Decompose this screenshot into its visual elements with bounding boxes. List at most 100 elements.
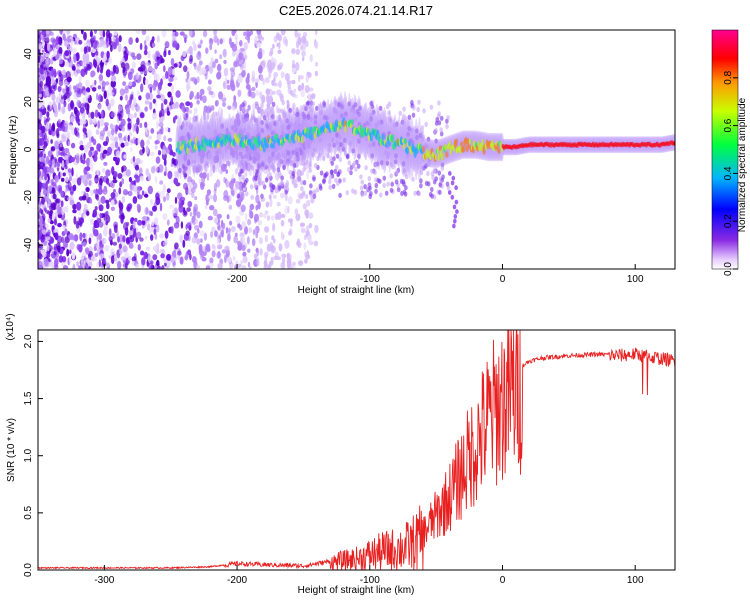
spectrogram-noise-speck [60, 200, 64, 208]
spectrogram-noise-speck [182, 111, 186, 118]
spectrogram-noise-speck [39, 138, 44, 147]
spectrogram-noise-speck [303, 242, 307, 250]
spectrogram-noise-speck [141, 219, 146, 226]
spectrogram-noise-speck [50, 146, 56, 152]
spectrogram-noise-speck [157, 88, 161, 95]
spectrogram-noise-speck [391, 164, 395, 170]
spectrogram-noise-speck [201, 175, 206, 184]
spectrogram-noise-speck [335, 140, 340, 146]
spectrogram-noise-speck [74, 39, 77, 45]
spectrogram-noise-speck [66, 30, 71, 35]
spectrogram-noise-speck [121, 165, 127, 172]
spectrogram-noise-speck [144, 207, 150, 215]
spectrogram-noise-speck [232, 159, 236, 164]
spectrogram-noise-speck [165, 70, 169, 80]
spectrogram-noise-speck [420, 129, 425, 135]
spectrogram-noise-speck [127, 71, 133, 81]
spectrogram-noise-speck [150, 166, 156, 174]
spectrogram-noise-speck [58, 91, 62, 100]
spectrogram-noise-speck [188, 122, 194, 130]
spectrogram-noise-speck [163, 135, 167, 142]
spectrogram-noise-speck [129, 242, 134, 249]
spectrogram-noise-speck [198, 178, 202, 184]
spectrogram-noise-speck [387, 101, 392, 107]
spectrogram-noise-speck [95, 129, 100, 136]
spectrogram-noise-speck [178, 204, 184, 213]
spectrogram-noise-speck [124, 252, 129, 259]
spectrogram-noise-speck [314, 40, 319, 49]
spectrogram-noise-speck [129, 146, 133, 153]
spectrogram-noise-speck [310, 93, 316, 100]
spectrogram-noise-speck [42, 252, 47, 258]
spectrogram-noise-speck [417, 99, 421, 105]
spectrogram-noise-speck [133, 253, 137, 261]
spectrogram-noise-speck [86, 258, 90, 263]
spectrogram-noise-speck [197, 44, 202, 49]
spectrogram-noise-speck [214, 117, 220, 124]
spectrogram-noise-speck [118, 132, 123, 138]
spectrogram-noise-speck [418, 133, 423, 139]
spectrogram-x-tick-label: -300 [94, 274, 114, 285]
spectrogram-noise-speck [292, 261, 296, 266]
spectrogram-noise-speck [147, 223, 151, 231]
spectrogram-noise-speck [203, 232, 208, 241]
spectrogram-noise-speck [110, 135, 115, 141]
spectrogram-noise-speck [216, 213, 222, 219]
spectrogram-noise-speck [38, 89, 42, 95]
spectrogram-noise-speck [238, 151, 243, 156]
spectrogram-noise-speck [417, 191, 422, 197]
spectrogram-noise-speck [242, 251, 247, 257]
spectrogram-noise-speck [132, 55, 137, 60]
spectrogram-noise-speck [302, 114, 307, 120]
spectrogram-noise-speck [49, 185, 52, 192]
spectrogram-noise-speck [284, 193, 288, 202]
spectrogram-noise-speck [295, 112, 299, 118]
spectrogram-noise-speck [112, 64, 117, 73]
spectrogram-noise-speck [257, 171, 261, 177]
snr-y-tick-label: 1.0 [23, 448, 34, 462]
spectrogram-noise-speck [331, 183, 336, 189]
spectrogram-noise-speck [198, 60, 203, 66]
spectrogram-noise-speck [226, 79, 230, 84]
spectrogram-noise-speck [271, 114, 275, 120]
spectrogram-noise-speck [327, 142, 332, 148]
spectrogram-noise-speck [445, 123, 449, 129]
spectrogram-noise-speck [247, 248, 251, 253]
spectrogram-noise-speck [197, 50, 201, 57]
spectrogram-noise-speck [141, 30, 147, 36]
spectrogram-noise-speck [128, 51, 132, 56]
spectrogram-noise-speck [122, 245, 128, 253]
spectrogram-noise-speck [55, 78, 59, 83]
spectrogram-noise-speck [337, 134, 342, 140]
spectrogram-noise-speck [123, 222, 129, 231]
spectrogram-noise-speck [125, 169, 131, 177]
spectrogram-noise-speck [120, 62, 126, 69]
spectrogram-noise-speck [276, 201, 281, 207]
spectrogram-noise-speck [439, 131, 444, 137]
spectrogram-noise-speck [163, 50, 167, 58]
spectrogram-noise-speck [342, 177, 347, 183]
spectrogram-noise-speck [224, 254, 227, 264]
spectrogram-noise-speck [149, 101, 153, 110]
spectrogram-noise-speck [223, 176, 226, 184]
spectrogram-noise-speck [213, 34, 218, 44]
spectrogram-noise-speck [99, 117, 104, 127]
spectrogram-noise-speck [302, 145, 307, 151]
spectrogram-noise-speck [282, 36, 288, 45]
spectrogram-noise-speck [73, 106, 78, 115]
spectrogram-noise-speck [241, 265, 247, 269]
spectrogram-noise-speck [156, 35, 160, 43]
spectrogram-noise-speck [315, 187, 320, 193]
spectrogram-noise-speck [242, 165, 247, 171]
spectrogram-noise-speck [161, 149, 167, 155]
spectrogram-noise-speck [70, 142, 76, 149]
spectrogram-noise-speck [67, 152, 71, 158]
spectrogram-noise-speck [199, 230, 205, 237]
spectrogram-noise-speck [51, 212, 55, 222]
spectrogram-noise-speck [76, 261, 79, 267]
spectrogram-noise-speck [183, 172, 187, 178]
spectrogram-noise-speck [119, 207, 123, 216]
spectrogram-noise-speck [61, 135, 67, 143]
spectrogram-noise-speck [95, 194, 100, 201]
